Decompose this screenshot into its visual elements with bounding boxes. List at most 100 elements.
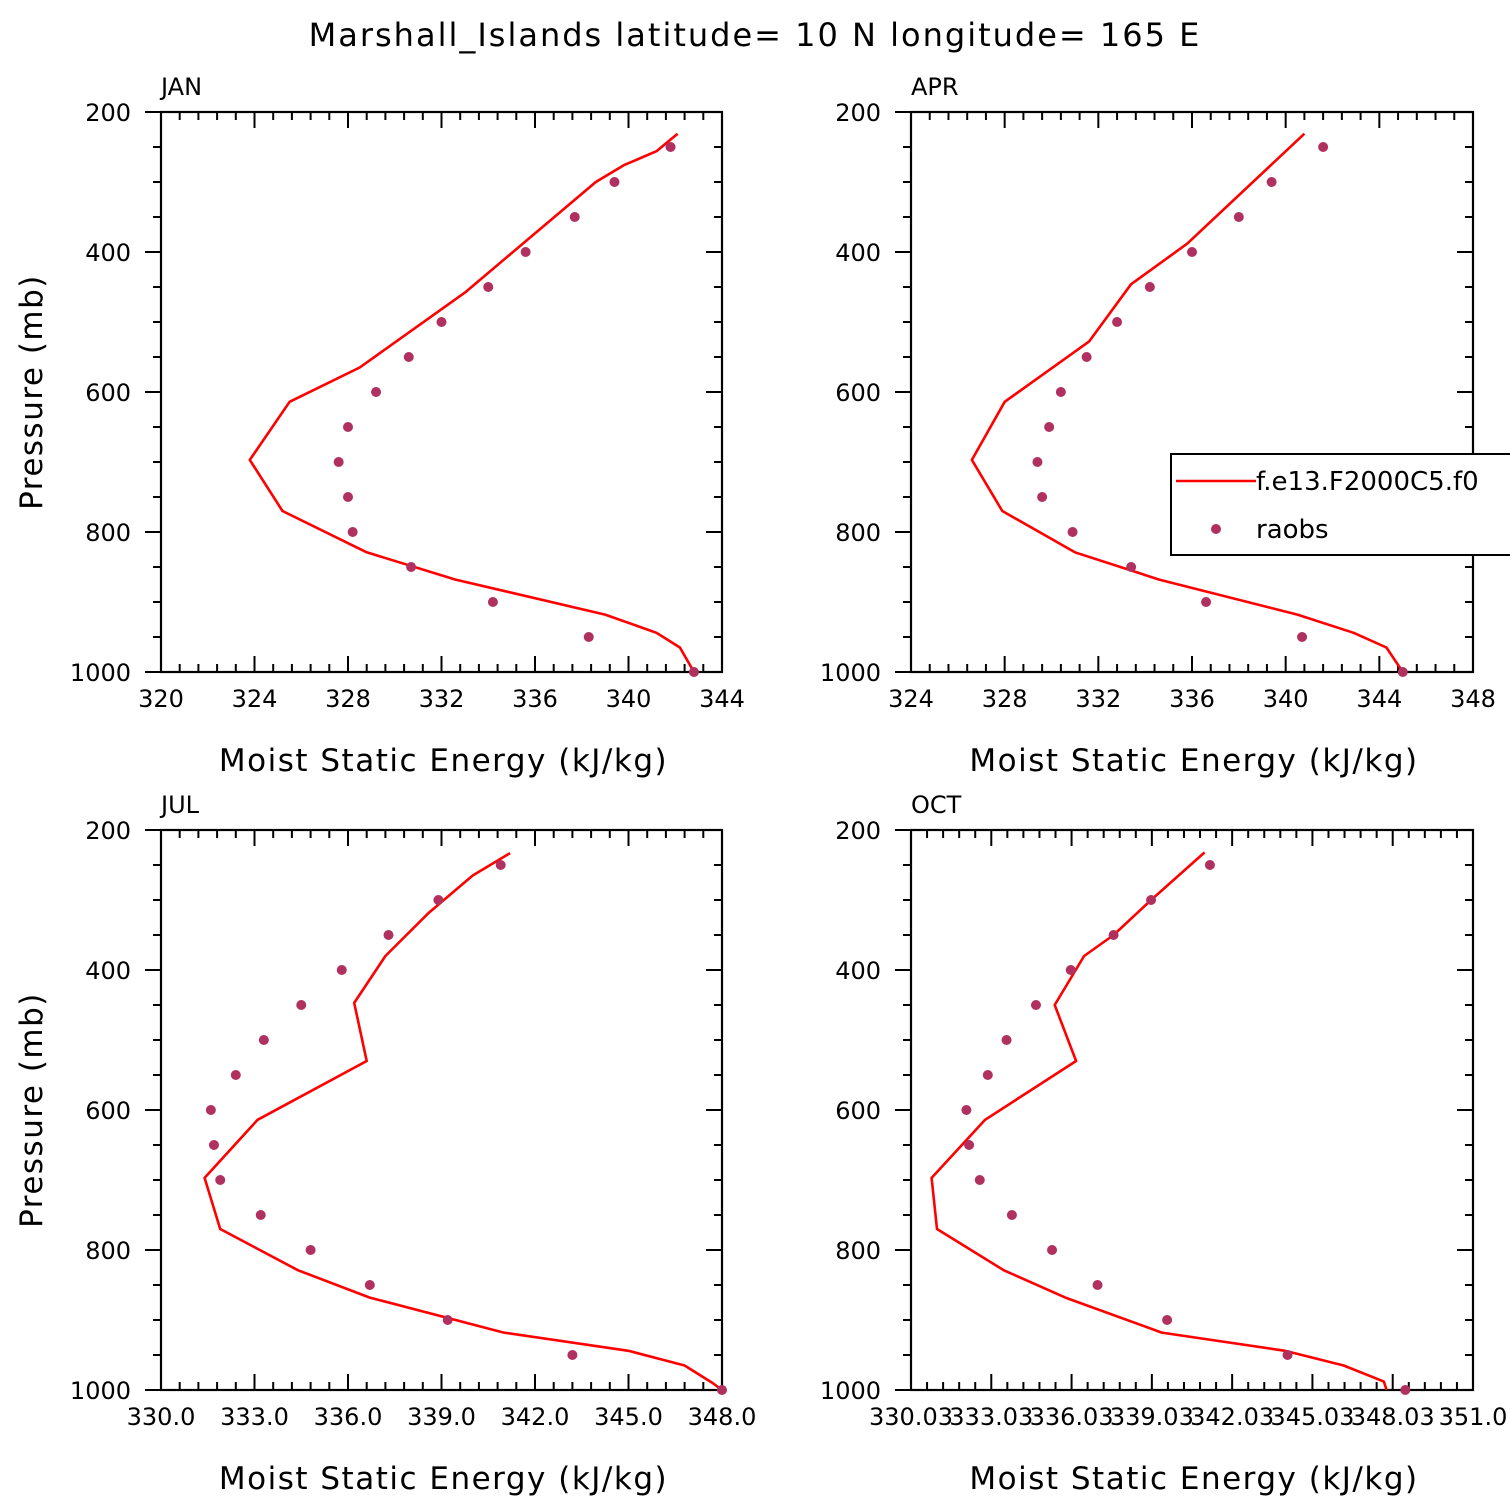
raobs-point <box>1047 1245 1058 1255</box>
y-tick-label: 200 <box>835 817 881 845</box>
y-tick-label: 800 <box>835 1237 881 1265</box>
x-tick-label: 333.03 <box>949 1403 1033 1431</box>
raobs-point <box>495 860 506 870</box>
x-tick-label: 332 <box>1075 685 1121 713</box>
raobs-point <box>961 1105 972 1115</box>
raobs-point <box>205 1105 216 1115</box>
figure-title: Marshall_Islands latitude= 10 N longitud… <box>309 16 1202 54</box>
x-axis-label: Moist Static Energy (kJ/kg) <box>219 743 668 779</box>
raobs-point <box>483 282 494 292</box>
x-tick-label: 328 <box>325 685 371 713</box>
raobs-point <box>688 667 699 677</box>
x-tick-label: 332 <box>419 685 465 713</box>
x-tick-label: 328 <box>982 685 1028 713</box>
raobs-point <box>1037 492 1048 502</box>
raobs-point <box>1146 895 1157 905</box>
x-tick-label: 340 <box>606 685 652 713</box>
raobs-point <box>1126 562 1137 572</box>
y-tick-label: 800 <box>85 1237 131 1265</box>
raobs-point <box>609 177 620 187</box>
raobs-point <box>336 965 347 975</box>
raobs-point <box>347 527 358 537</box>
raobs-point <box>1065 965 1076 975</box>
raobs-point <box>567 1350 578 1360</box>
panel-jul: JUL 330.0 333.0 336.0 339.0 342.0 345.0 348.0 20… <box>14 791 756 1497</box>
y-tick-label: 400 <box>85 957 131 985</box>
raobs-point <box>1201 597 1212 607</box>
y-tick-label: 1000 <box>820 659 881 687</box>
raobs-point <box>403 352 414 362</box>
x-tick-label: 333.0 <box>220 1403 289 1431</box>
raobs-point <box>1108 930 1119 940</box>
model-line <box>203 851 722 1390</box>
raobs-point <box>1282 1350 1293 1360</box>
y-tick-label: 1000 <box>70 659 131 687</box>
x-tick-label: 324 <box>232 685 278 713</box>
raobs-point <box>1044 422 1055 432</box>
y-tick-label: 800 <box>85 519 131 547</box>
raobs-point <box>1233 212 1244 222</box>
axes-frame <box>909 828 1475 1392</box>
raobs-point <box>305 1245 316 1255</box>
raobs-point <box>1204 860 1215 870</box>
x-axis-label: Moist Static Energy (kJ/kg) <box>969 1461 1418 1497</box>
raobs-point <box>1030 1000 1041 1010</box>
x-tick-label: 339.03 <box>1110 1403 1194 1431</box>
y-tick-label: 600 <box>85 379 131 407</box>
panel-oct: OCT330.03333.03336.03339.03342.03345.033… <box>820 791 1507 1497</box>
raobs-point <box>717 1385 727 1395</box>
x-tick-label: 344 <box>699 685 745 713</box>
x-tick-label: 320 <box>138 685 184 713</box>
panel-jan: JAN 320 324 328 332 336 340 344 200 400 600 800 1000… <box>14 73 745 779</box>
y-tick-label: 200 <box>835 99 881 127</box>
raobs-point <box>569 212 580 222</box>
panel-label: APR <box>911 73 959 101</box>
y-axis-label: Pressure (mb) <box>14 274 50 510</box>
raobs-point <box>343 492 353 502</box>
raobs-point <box>1006 1210 1017 1220</box>
legend-label-model: f.e13.F2000C5.f0 <box>1256 467 1479 497</box>
y-tick-label: 200 <box>85 99 131 127</box>
raobs-point <box>964 1140 975 1150</box>
raobs-point <box>1144 282 1155 292</box>
raobs-point <box>296 1000 307 1010</box>
raobs-point <box>230 1070 241 1080</box>
x-tick-label: 351.0 <box>1439 1403 1508 1431</box>
x-tick-label: 324 <box>888 685 934 713</box>
x-tick-label: 330.0 <box>127 1403 196 1431</box>
raobs-point <box>1067 527 1078 537</box>
raobs-point <box>364 1280 375 1290</box>
raobs-point <box>1297 632 1308 642</box>
y-tick-label: 1000 <box>70 1377 131 1405</box>
x-tick-label: 340 <box>1263 685 1309 713</box>
raobs-point <box>406 562 417 572</box>
raobs-point <box>1081 352 1092 362</box>
y-axis-label: Pressure (mb) <box>14 992 50 1228</box>
y-tick-label: 400 <box>835 239 881 267</box>
raobs-point <box>433 895 444 905</box>
legend-box <box>1170 453 1510 556</box>
panel-apr: APR 324 328 332 336 340 344 348 200 400 600 800 1000… <box>820 73 1496 779</box>
y-tick-label: 600 <box>835 379 881 407</box>
raobs-point <box>1162 1315 1173 1325</box>
raobs-point <box>974 1175 985 1185</box>
legend-label-raobs: raobs <box>1256 515 1329 545</box>
panel-label: OCT <box>911 791 962 819</box>
legend-marker-swatch <box>1211 524 1221 534</box>
x-tick-label: 336 <box>512 685 558 713</box>
y-tick-label: 400 <box>85 239 131 267</box>
y-tick-label: 600 <box>835 1097 881 1125</box>
x-tick-label: 348.0 <box>688 1403 757 1431</box>
x-tick-label: 339.0 <box>407 1403 476 1431</box>
axes-frame <box>159 110 724 674</box>
raobs-point <box>1055 387 1066 397</box>
x-tick-label: 342.03 <box>1190 1403 1274 1431</box>
panels: JAN 320 324 328 332 336 340 344 200 400 600 800 1000… <box>14 73 1507 1497</box>
raobs-point <box>255 1210 266 1220</box>
raobs-point <box>371 387 382 397</box>
x-tick-label: 336 <box>1169 685 1215 713</box>
raobs-point <box>208 1140 219 1150</box>
x-tick-label: 348 <box>1450 685 1496 713</box>
x-axis-label: Moist Static Energy (kJ/kg) <box>969 743 1418 779</box>
